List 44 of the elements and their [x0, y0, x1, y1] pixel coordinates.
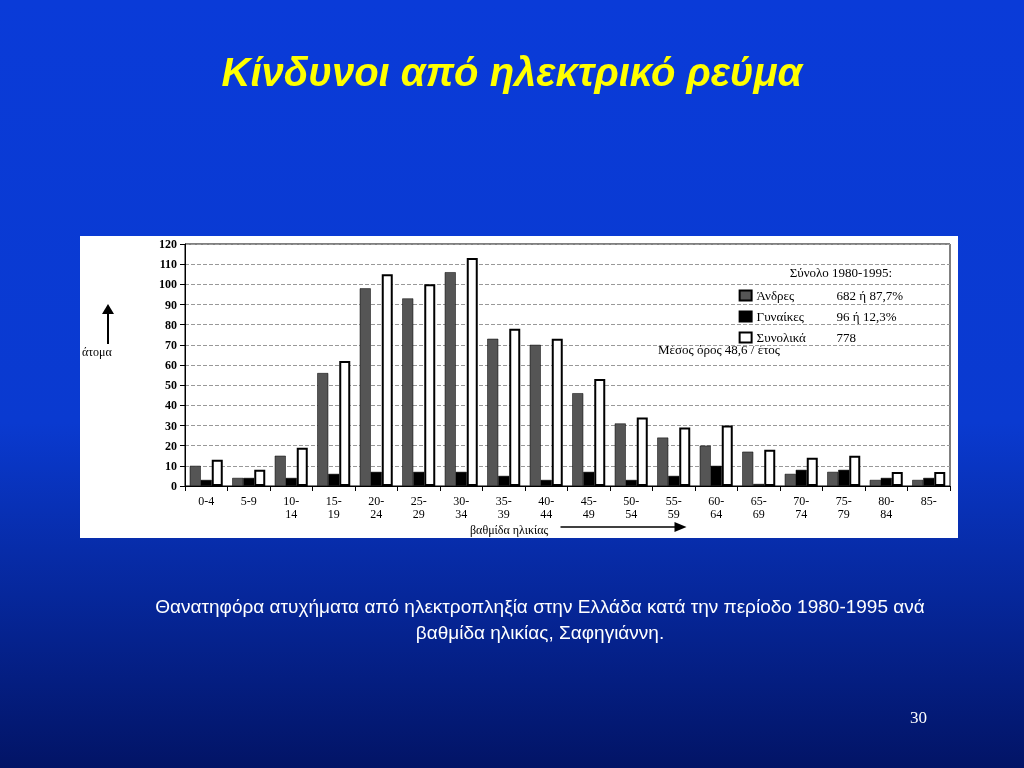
x-tick-label: 35-39	[495, 493, 512, 521]
x-tick-label: 15-19	[325, 493, 342, 521]
y-tick-label: 60	[165, 358, 177, 372]
legend-title: Σύνολο 1980-1995:	[789, 265, 892, 280]
x-tick-label: 10-14	[283, 493, 300, 521]
annotation: 96 ή 12,3%	[836, 309, 897, 324]
x-tick-label: 50-54	[623, 493, 640, 521]
x-tick-label: 55-59	[665, 493, 682, 521]
legend-label: Γυναίκες	[756, 309, 805, 324]
annotation: Μέσος όρος 48,6 / έτος	[658, 342, 781, 357]
text: Θανατηφόρα ατυχήματα από ηλεκτροπληξία στην Ελλάδα κατά την περίοδο 1980-1995 ανά βαθμίδα ηλικίας, Σαφηγιάννη.	[154, 595, 926, 645]
y-tick-label: 80	[165, 317, 177, 332]
annotation: 682 ή 87,7%	[836, 288, 904, 303]
y-tick-label: 30	[165, 418, 177, 433]
y-tick-label: 70	[165, 337, 177, 352]
y-tick-label: 90	[165, 297, 177, 312]
x-axis-title: βαθμίδα ηλικίας	[470, 523, 549, 537]
y-axis-title: άτομα	[82, 345, 113, 359]
x-tick-label: 5-9	[240, 493, 257, 508]
y-tick-label: 0	[171, 479, 177, 493]
y-tick-label: 10	[165, 458, 177, 473]
y-tick-label: 120	[159, 237, 177, 251]
annotation: 778	[836, 330, 857, 345]
x-tick-label: 80-84	[878, 493, 895, 521]
legend-label: Άνδρες	[756, 288, 795, 303]
x-tick-label: 75-79	[835, 493, 852, 521]
text: 30	[910, 708, 927, 728]
y-tick-label: 20	[165, 438, 177, 453]
y-tick-label: 50	[165, 378, 177, 393]
x-tick-label: 20-24	[368, 493, 385, 521]
y-tick-label: 40	[165, 398, 177, 413]
x-tick-label: 65-69	[750, 493, 767, 521]
y-tick-label: 110	[159, 257, 177, 272]
x-tick-label: 30-34	[453, 493, 470, 521]
legend-label: Συνολικά	[756, 330, 807, 345]
x-tick-label: 60-64	[708, 493, 725, 521]
x-tick-label: 0-4	[198, 493, 215, 508]
x-tick-label: 70-74	[793, 493, 810, 521]
y-tick-label: 100	[159, 277, 177, 292]
x-tick-label: 85-	[920, 493, 937, 508]
x-tick-label: 40-44	[538, 493, 555, 521]
x-tick-label: 25-29	[410, 493, 427, 521]
x-tick-label: 45-49	[580, 493, 597, 521]
chart-title: Κίνδυνοι από ηλεκτρικό ρεύμα	[220, 50, 805, 95]
